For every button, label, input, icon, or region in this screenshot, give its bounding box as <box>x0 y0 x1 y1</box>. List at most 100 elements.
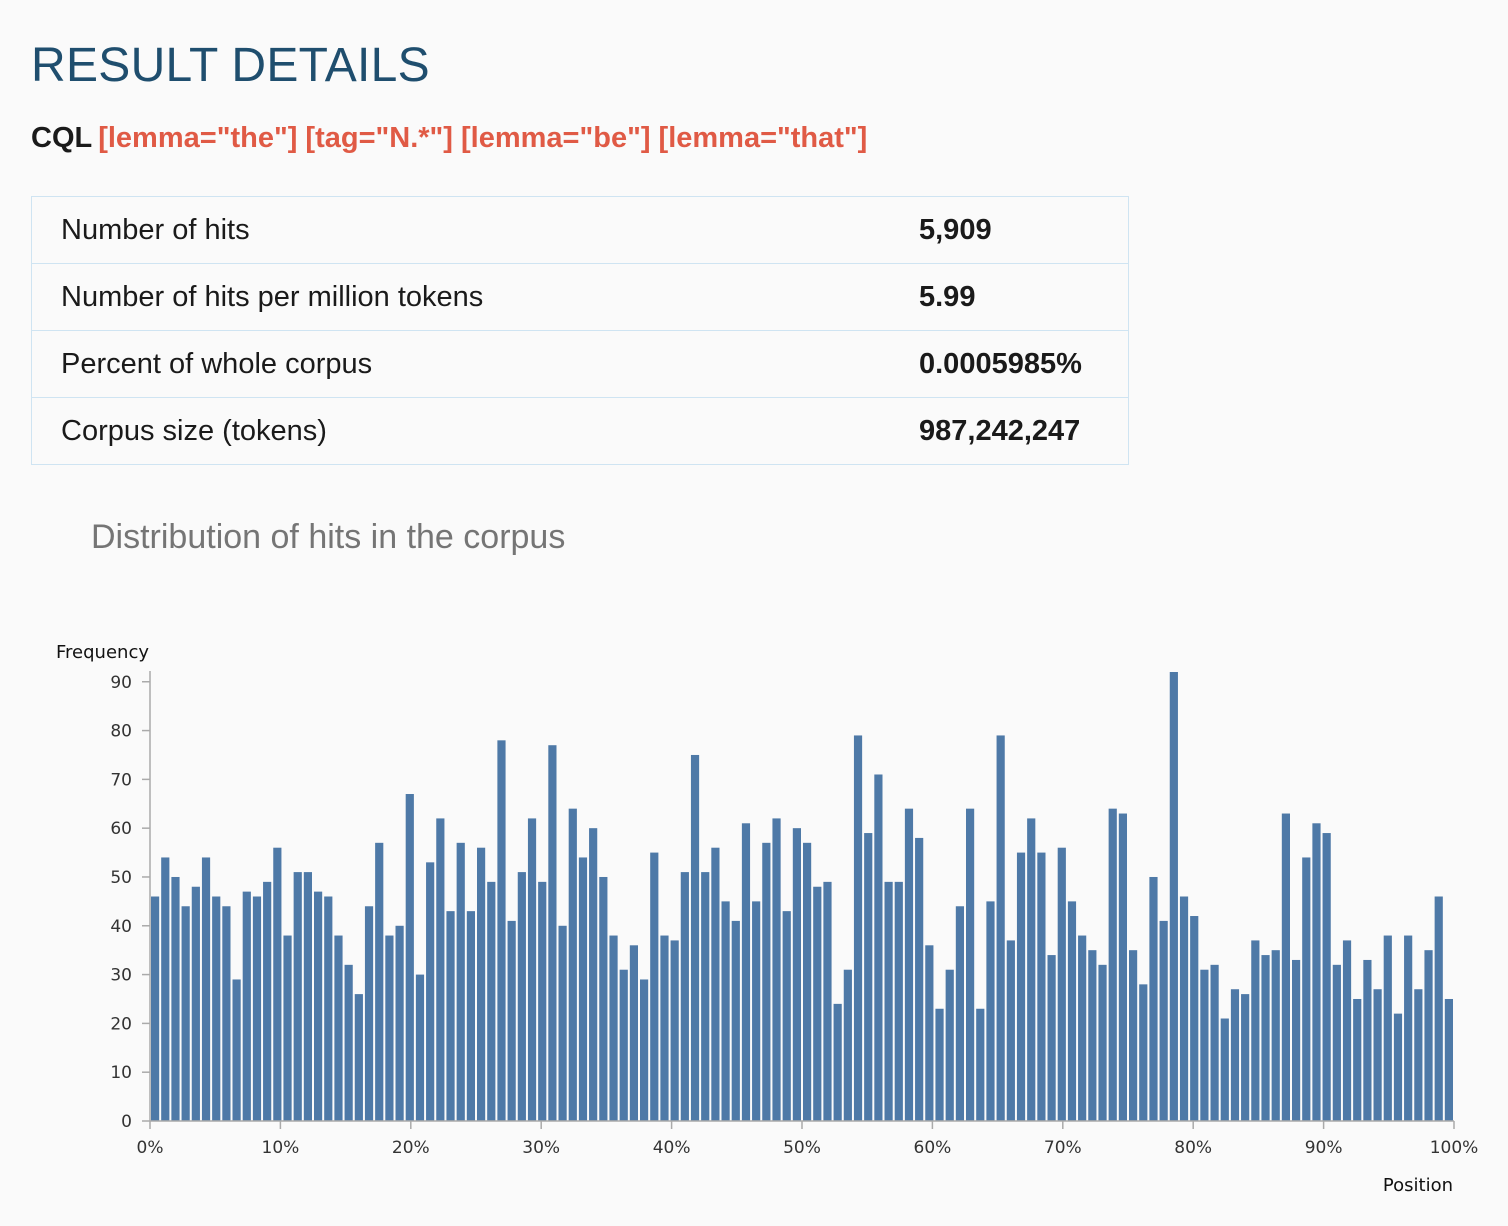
bar <box>1169 672 1178 1121</box>
stats-value: 987,242,247 <box>919 397 1129 465</box>
bar <box>517 872 526 1121</box>
bar <box>354 994 363 1121</box>
bar <box>497 740 506 1121</box>
bar <box>1179 896 1189 1121</box>
x-tick-label: 40% <box>653 1138 691 1158</box>
bar <box>1302 857 1311 1121</box>
bar <box>426 862 435 1121</box>
bar <box>803 842 812 1121</box>
y-tick-label: 80 <box>110 722 132 742</box>
x-tick-label: 30% <box>522 1138 560 1158</box>
bar <box>212 896 221 1121</box>
bar <box>772 818 781 1121</box>
y-tick-label: 50 <box>110 868 132 888</box>
bar <box>1006 940 1015 1121</box>
bar <box>701 872 710 1121</box>
x-tick-label: 10% <box>262 1138 300 1158</box>
bar <box>1078 935 1087 1121</box>
stats-row-percent-corpus: Percent of whole corpus 0.0005985% <box>31 330 1129 398</box>
x-tick-label: 50% <box>783 1138 821 1158</box>
bar <box>711 847 720 1121</box>
bar <box>884 881 893 1121</box>
bar <box>1373 989 1382 1121</box>
bar <box>161 857 170 1121</box>
bar <box>191 886 200 1121</box>
bar <box>578 857 588 1121</box>
x-tick-label: 20% <box>392 1138 430 1158</box>
bar <box>1251 940 1260 1121</box>
cql-query-line: CQL [lemma="the"] [tag="N.*"] [lemma="be"… <box>31 122 867 155</box>
x-tick-label: 60% <box>914 1138 952 1158</box>
bar <box>619 969 628 1121</box>
bar <box>629 945 638 1121</box>
bar <box>731 920 740 1121</box>
y-tick-label: 20 <box>110 1014 132 1034</box>
bar <box>1332 964 1341 1121</box>
bar <box>833 1003 842 1121</box>
x-tick-label: 100% <box>1430 1138 1479 1158</box>
x-axis-label: Position <box>1383 1175 1453 1196</box>
bar <box>151 896 160 1121</box>
bar <box>1088 950 1097 1121</box>
x-tick-label: 80% <box>1174 1138 1212 1158</box>
bar <box>935 1008 944 1121</box>
bar <box>782 911 791 1121</box>
y-tick-label: 0 <box>121 1112 132 1132</box>
bar <box>792 828 801 1121</box>
bar <box>874 774 883 1121</box>
bar <box>752 901 761 1121</box>
bar <box>507 920 516 1121</box>
bar <box>925 945 934 1121</box>
bar <box>1414 989 1423 1121</box>
bar <box>813 886 822 1121</box>
bar <box>1434 896 1443 1121</box>
bar <box>721 901 730 1121</box>
bar <box>996 735 1005 1121</box>
stats-value: 0.0005985% <box>919 330 1129 398</box>
bar <box>823 881 832 1121</box>
bar <box>283 935 292 1121</box>
bar <box>293 872 302 1121</box>
bar <box>650 852 659 1121</box>
bar <box>1404 935 1413 1121</box>
cql-label: CQL <box>31 122 93 154</box>
bar <box>894 881 903 1121</box>
bar <box>1230 989 1240 1121</box>
bar <box>966 808 975 1121</box>
bar <box>558 925 567 1121</box>
bar <box>446 911 455 1121</box>
bar <box>1037 852 1046 1121</box>
bar <box>1261 955 1270 1121</box>
bar <box>385 935 394 1121</box>
stats-label: Corpus size (tokens) <box>31 397 919 465</box>
cql-query: [lemma="the"] [tag="N.*"] [lemma="be"] [… <box>98 122 868 154</box>
bar <box>436 818 445 1121</box>
chart-title: Distribution of hits in the corpus <box>91 518 566 556</box>
bar <box>853 735 863 1121</box>
bar <box>548 745 557 1121</box>
bar <box>976 1008 985 1121</box>
stats-label: Percent of whole corpus <box>31 330 919 398</box>
stats-label: Number of hits per million tokens <box>31 263 919 331</box>
bar <box>1281 813 1290 1121</box>
bar <box>171 876 180 1121</box>
bar <box>1047 955 1056 1121</box>
bar <box>1190 916 1199 1121</box>
bar <box>680 872 689 1121</box>
bar <box>324 896 333 1121</box>
result-stats-table: Number of hits 5,909 Number of hits per … <box>31 196 1129 465</box>
bar <box>252 896 262 1121</box>
bar <box>1067 901 1077 1121</box>
bar <box>1292 959 1301 1121</box>
bar <box>273 847 282 1121</box>
stats-row-hits: Number of hits 5,909 <box>32 197 1129 264</box>
bar <box>945 969 954 1121</box>
bar <box>904 808 914 1121</box>
bar <box>1312 823 1321 1121</box>
bar <box>1108 808 1117 1121</box>
bar <box>405 794 414 1121</box>
bar <box>915 837 924 1121</box>
bar <box>1210 964 1219 1121</box>
bar <box>599 876 608 1121</box>
bar <box>1353 998 1362 1121</box>
